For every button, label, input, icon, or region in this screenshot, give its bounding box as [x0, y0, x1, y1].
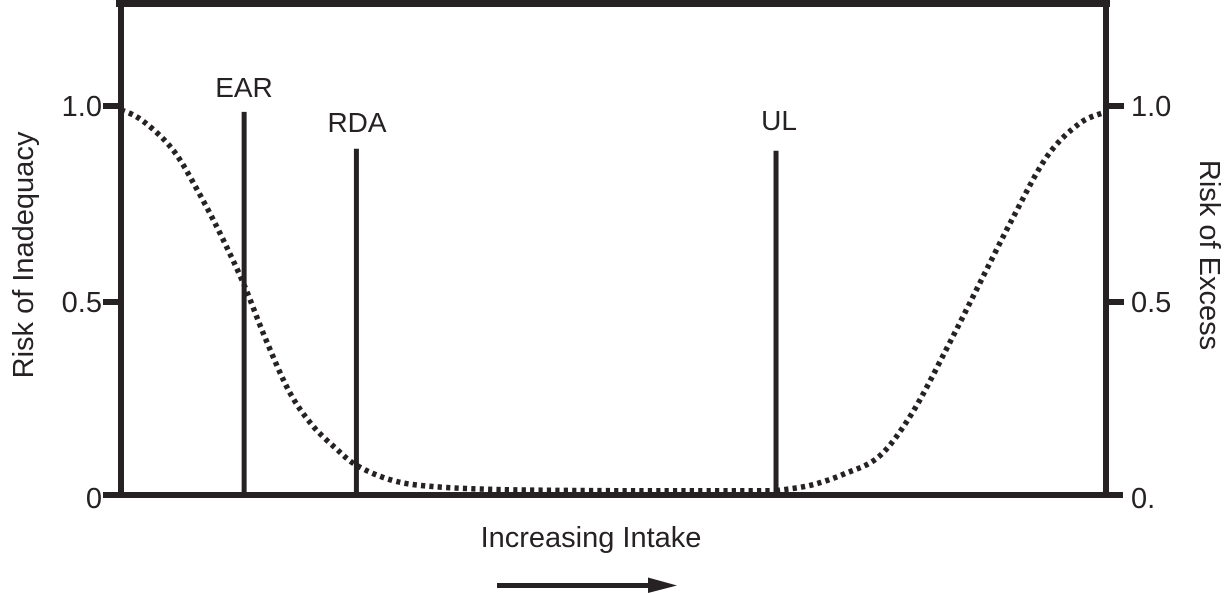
y-axis-title-left: Risk of Inadequacy — [7, 131, 40, 379]
left-tick-label-1.0: 1.0 — [61, 91, 102, 123]
x-arrow-head-icon — [648, 577, 677, 593]
right-tick-label-0: 0. — [1131, 483, 1156, 515]
left-tick-label-0: 0 — [85, 483, 102, 515]
ul-label: UL — [761, 105, 797, 136]
right-tick-label-0.5: 0.5 — [1131, 287, 1172, 319]
left-tick-label-0.5: 0.5 — [61, 287, 102, 319]
plot-data-layer — [119, 107, 1108, 495]
risk-curve-inadequacy — [119, 107, 777, 494]
y-axis-title-right: Risk of Excess — [1193, 159, 1224, 351]
ear-label: EAR — [215, 72, 273, 103]
risk-curve-excess — [775, 109, 1108, 494]
right-tick-label-1.0: 1.0 — [1131, 91, 1172, 123]
rda-label: RDA — [327, 107, 387, 138]
x-axis-title: Increasing Intake — [480, 522, 702, 554]
